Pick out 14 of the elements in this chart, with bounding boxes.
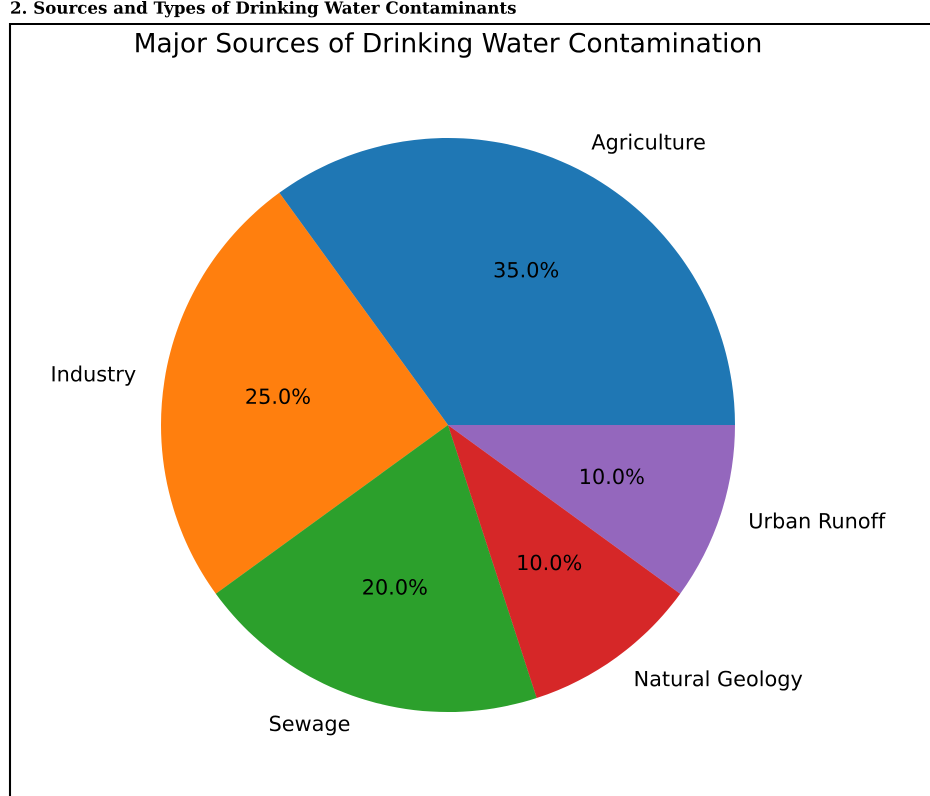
slice-label: Agriculture xyxy=(591,134,705,154)
slice-label: Natural Geology xyxy=(636,670,802,690)
pie-slice xyxy=(448,425,735,594)
slice-label: Sewage xyxy=(270,716,350,736)
data-label: 35.0% xyxy=(494,262,558,278)
chart-title: Major Sources of Drinking Water Contamination xyxy=(136,32,760,58)
data-label: 10.0% xyxy=(518,554,582,570)
data-label: 20.0% xyxy=(363,579,427,595)
slice-label: Urban Runoff xyxy=(750,512,886,529)
data-label: 25.0% xyxy=(246,388,310,404)
data-label: 10.0% xyxy=(580,468,644,484)
slice-label: Industry xyxy=(52,366,136,386)
pie-slice xyxy=(161,192,448,594)
text: 2. Sources and Types of Drinking Water Contaminants xyxy=(11,1,516,18)
